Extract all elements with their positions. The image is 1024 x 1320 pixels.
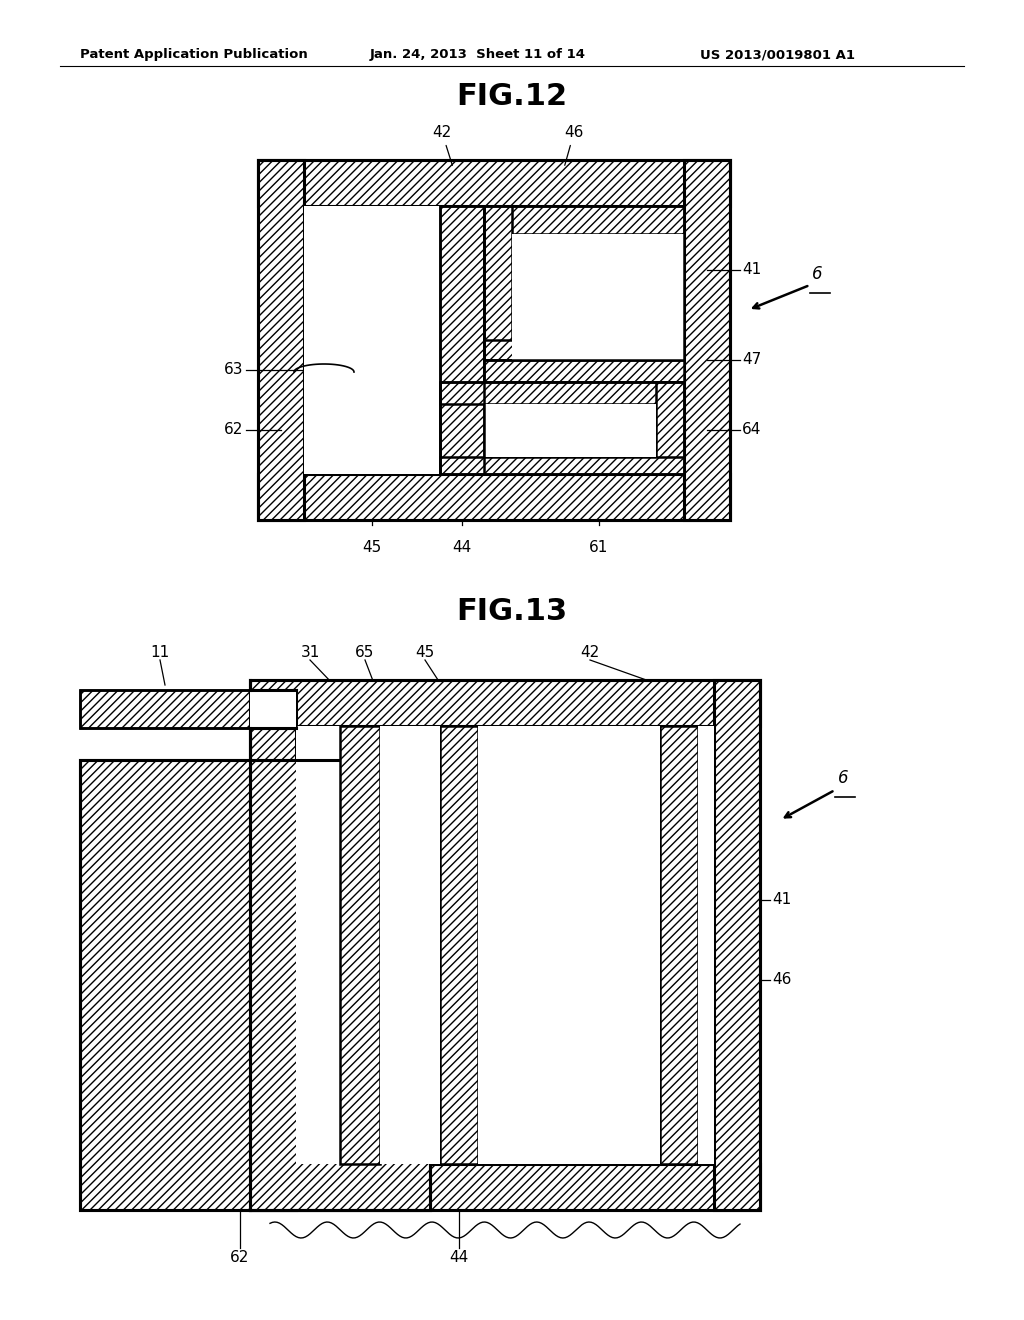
Bar (250, 680, 760, 1210)
Text: 62: 62 (223, 422, 243, 437)
Bar (80, 690, 296, 729)
Bar (250, 690, 296, 729)
Bar (440, 726, 478, 1164)
Bar (340, 726, 380, 1164)
Bar (484, 206, 684, 234)
Bar (258, 160, 304, 520)
Bar (304, 206, 684, 474)
Text: 46: 46 (564, 125, 584, 165)
Bar (484, 360, 684, 381)
Bar (80, 690, 251, 729)
Text: Jan. 24, 2013  Sheet 11 of 14: Jan. 24, 2013 Sheet 11 of 14 (370, 48, 586, 61)
Bar (484, 206, 512, 360)
Text: FIG.13: FIG.13 (457, 597, 567, 626)
Text: 45: 45 (416, 645, 434, 660)
Bar (250, 690, 296, 726)
Bar (478, 726, 660, 1164)
Bar (484, 404, 656, 457)
Text: US 2013/0019801 A1: US 2013/0019801 A1 (700, 48, 855, 61)
Text: 41: 41 (772, 892, 792, 908)
Text: 11: 11 (151, 645, 170, 660)
Bar (698, 726, 714, 1164)
Bar (250, 680, 760, 726)
Bar (440, 457, 684, 474)
Text: Patent Application Publication: Patent Application Publication (80, 48, 308, 61)
Text: 44: 44 (453, 540, 472, 554)
Bar (380, 726, 440, 1164)
Text: 44: 44 (450, 1250, 469, 1265)
Text: 6: 6 (812, 265, 822, 282)
Text: 62: 62 (230, 1250, 250, 1265)
Text: 41: 41 (742, 263, 761, 277)
Bar (512, 234, 684, 360)
Bar (684, 160, 730, 520)
Bar (440, 381, 684, 404)
Text: 46: 46 (772, 973, 792, 987)
Bar (296, 726, 714, 1164)
Text: 45: 45 (362, 540, 382, 554)
Bar (258, 160, 730, 206)
Bar (714, 680, 760, 1210)
Text: 63: 63 (223, 363, 243, 378)
Bar (660, 726, 698, 1164)
Text: 6: 6 (838, 770, 849, 787)
Bar (484, 341, 684, 360)
Text: 47: 47 (742, 352, 761, 367)
Bar (80, 760, 430, 1210)
Bar (258, 160, 730, 520)
Text: 61: 61 (589, 540, 608, 554)
Text: 65: 65 (355, 645, 375, 660)
Bar (258, 474, 730, 520)
Text: 42: 42 (432, 125, 453, 165)
Text: 64: 64 (742, 422, 762, 437)
Bar (80, 760, 430, 1210)
Bar (440, 206, 484, 474)
Text: 42: 42 (581, 645, 600, 660)
Text: FIG.12: FIG.12 (457, 82, 567, 111)
Text: 31: 31 (300, 645, 319, 660)
Bar (656, 381, 684, 474)
Bar (250, 1164, 760, 1210)
Bar (250, 729, 296, 1210)
